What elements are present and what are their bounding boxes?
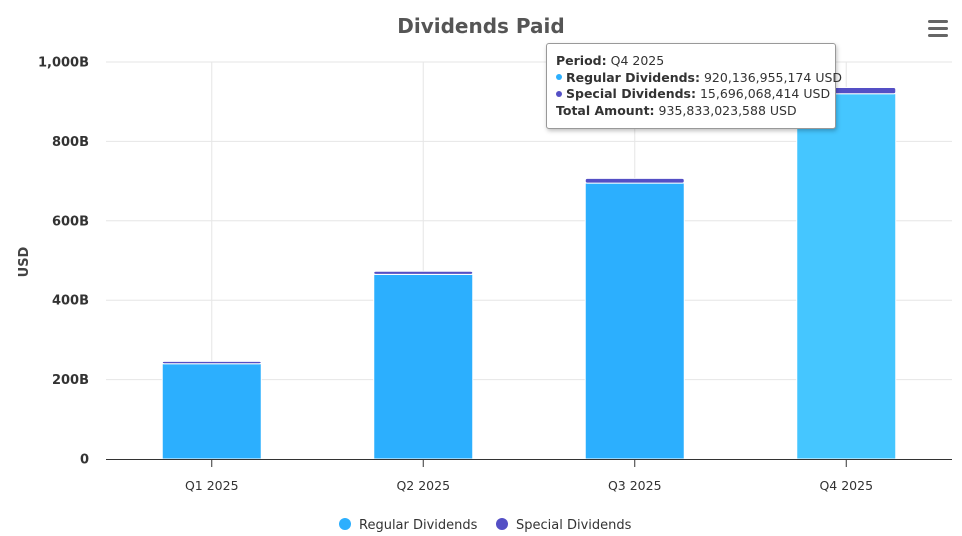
tooltip-special-value: 15,696,068,414 USD [699, 86, 831, 101]
tooltip: Period: Q4 2025 Regular Dividends: 920,1… [546, 43, 842, 129]
tooltip-special-label: Special Dividends: [566, 86, 696, 101]
tooltip-total-row: Total Amount: 935,833,023,588 USD [556, 103, 826, 120]
x-tick-label: Q4 2025 [819, 478, 873, 493]
hamburger-menu-icon[interactable] [928, 20, 948, 38]
bar-regular-q3-2025[interactable] [584, 182, 685, 460]
tooltip-regular-label: Regular Dividends: [566, 69, 700, 85]
y-tick-label: 800B [52, 135, 89, 150]
bar-regular-q2-2025[interactable] [373, 273, 474, 460]
y-tick-label: 600B [52, 214, 89, 229]
bar-special-q2-2025[interactable] [373, 270, 474, 275]
tooltip-period-value: Q4 2025 [610, 53, 665, 68]
bar-special-q3-2025[interactable] [584, 177, 685, 184]
legend-label: Special Dividends [516, 518, 632, 533]
tooltip-regular-row: Regular Dividends: 920,136,955,174 USD [556, 69, 842, 87]
bar-special-q1-2025[interactable] [161, 360, 262, 365]
legend-item-special[interactable]: Special Dividends [496, 518, 632, 533]
legend-item-regular[interactable]: Regular Dividends [339, 518, 478, 533]
bar-regular-q1-2025[interactable] [161, 363, 262, 460]
tooltip-period-row: Period: Q4 2025 [556, 53, 826, 70]
tooltip-special-row: Special Dividends: 15,696,068,414 USD [556, 86, 830, 103]
x-axis-ticks: Q1 2025 Q2 2025 Q3 2025 Q4 2025 [185, 459, 873, 493]
y-tick-label: 400B [52, 294, 89, 309]
x-tick-label: Q2 2025 [396, 478, 450, 493]
tooltip-regular-value: 920,136,955,174 USD [703, 69, 843, 85]
y-tick-label: 0 [80, 453, 89, 468]
bars [161, 86, 897, 460]
legend: Regular Dividends Special Dividends [339, 518, 632, 533]
legend-label: Regular Dividends [359, 518, 478, 533]
x-tick-label: Q1 2025 [185, 478, 239, 493]
tooltip-period-label: Period: [556, 53, 607, 68]
legend-marker-icon [496, 518, 508, 530]
regular-dot-icon [556, 74, 562, 80]
tooltip-total-value: 935,833,023,588 USD [658, 102, 797, 118]
bar-regular-q4-2025[interactable] [796, 93, 897, 460]
tooltip-total-label: Total Amount: [556, 102, 655, 118]
y-axis-label: USD [17, 246, 32, 277]
y-tick-label: 1,000B [38, 56, 89, 71]
x-tick-label: Q3 2025 [608, 478, 662, 493]
legend-marker-icon [339, 518, 351, 530]
y-axis-ticks: 0 200B 400B 600B 800B 1,000B [38, 56, 89, 468]
chart-title: Dividends Paid [397, 14, 564, 38]
special-dot-icon [556, 90, 562, 97]
y-tick-label: 200B [52, 373, 89, 388]
